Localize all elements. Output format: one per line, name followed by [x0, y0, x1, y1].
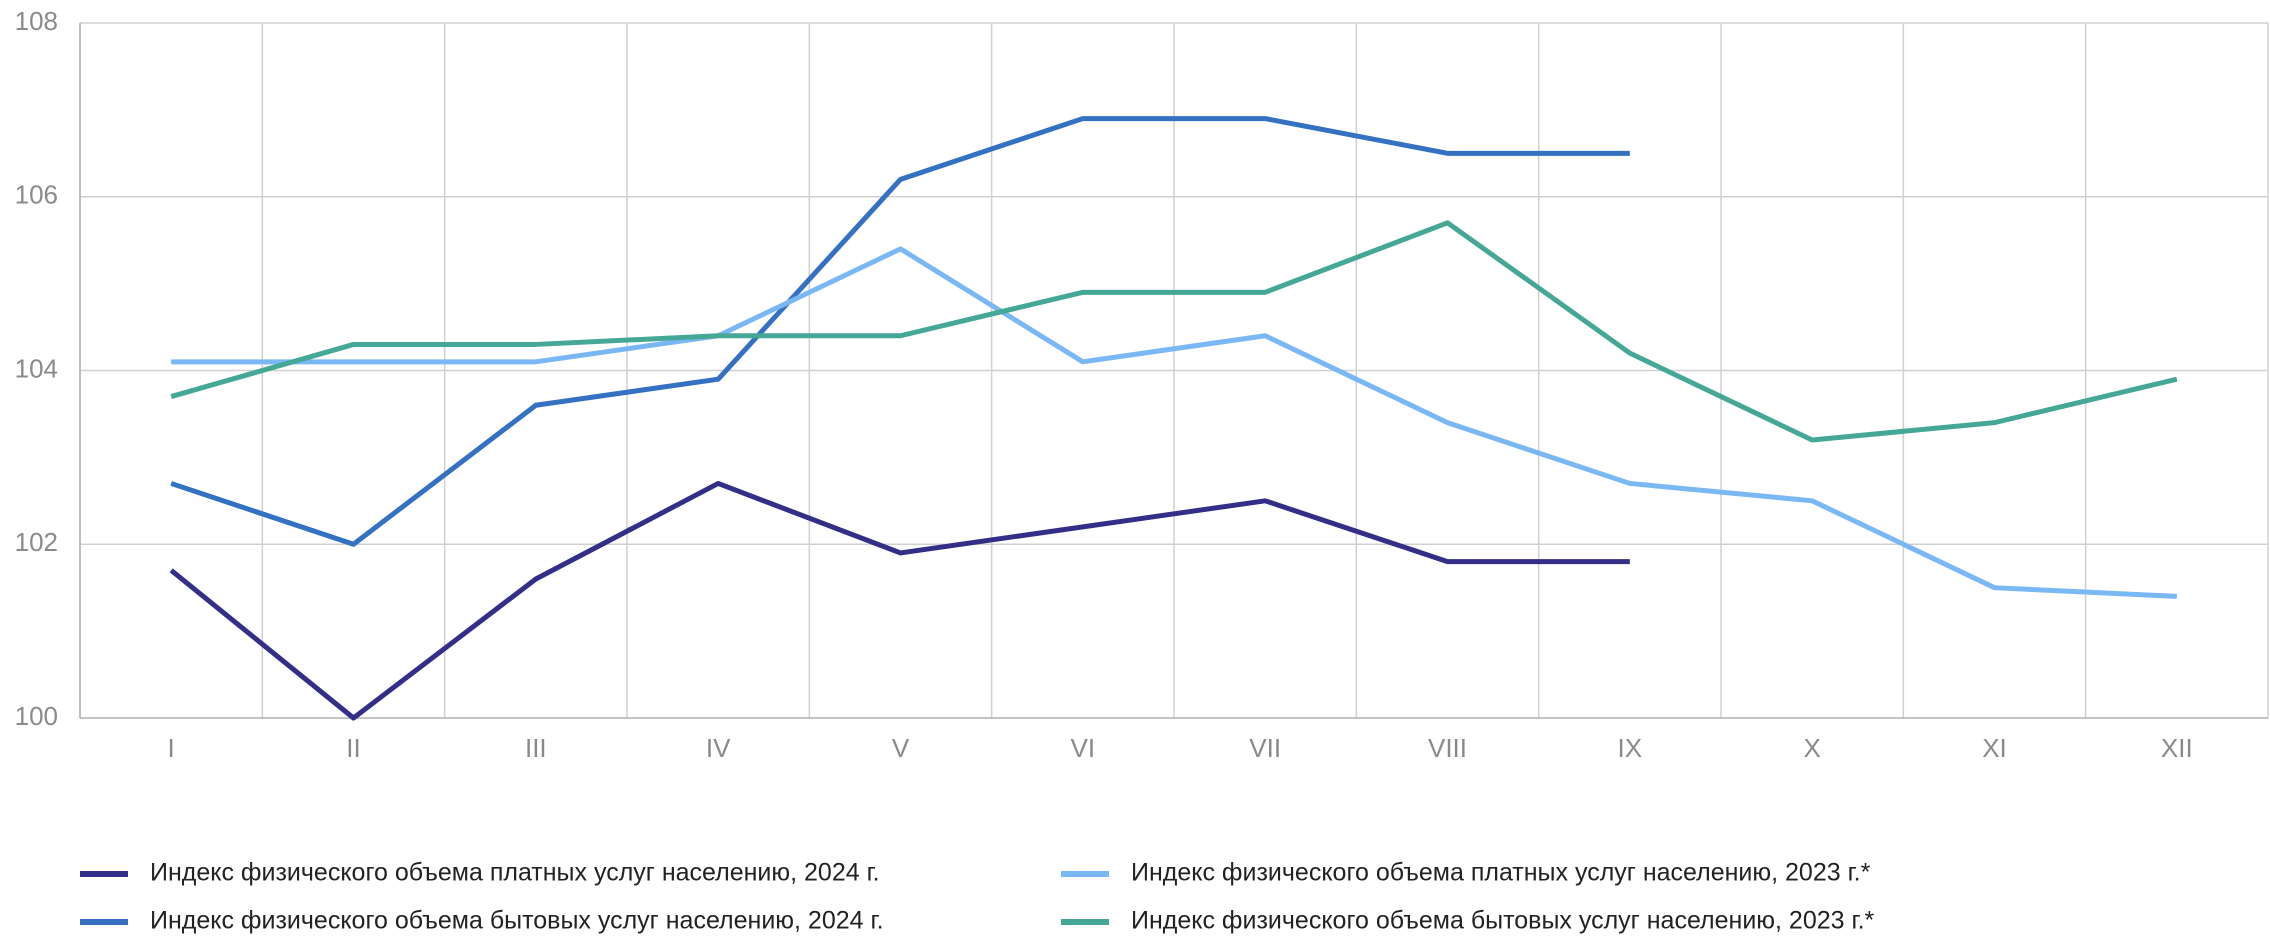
- x-tick-label: VIII: [1428, 733, 1467, 763]
- legend-label: Индекс физического объема бытовых услуг …: [150, 907, 884, 935]
- series-line: [170, 116, 1630, 547]
- y-tick-label: 104: [15, 353, 58, 383]
- x-tick-label: II: [346, 733, 360, 763]
- x-tick-label: XI: [1982, 733, 2007, 763]
- x-tick-label: VI: [1071, 733, 1096, 763]
- legend-label: Индекс физического объема платных услуг …: [1131, 859, 1871, 887]
- y-tick-label: 102: [15, 527, 58, 557]
- x-tick-label: IX: [1618, 733, 1643, 763]
- x-tick-label: III: [525, 733, 547, 763]
- x-tick-label: V: [892, 733, 910, 763]
- y-tick-label: 106: [15, 180, 58, 210]
- series-line: [171, 246, 2177, 599]
- x-tick-label: X: [1803, 733, 1820, 763]
- x-tick-label: IV: [706, 733, 731, 763]
- x-tick-label: XII: [2161, 733, 2193, 763]
- series-line: [169, 480, 1630, 721]
- x-tick-label: VII: [1249, 733, 1281, 763]
- legend-label: Индекс физического объема бытовых услуг …: [1131, 907, 1875, 935]
- x-tick-label: I: [168, 733, 175, 763]
- legend-label: Индекс физического объема платных услуг …: [150, 859, 880, 887]
- y-tick-label: 108: [15, 6, 58, 36]
- y-tick-label: 100: [15, 701, 58, 731]
- series-line: [170, 220, 2178, 443]
